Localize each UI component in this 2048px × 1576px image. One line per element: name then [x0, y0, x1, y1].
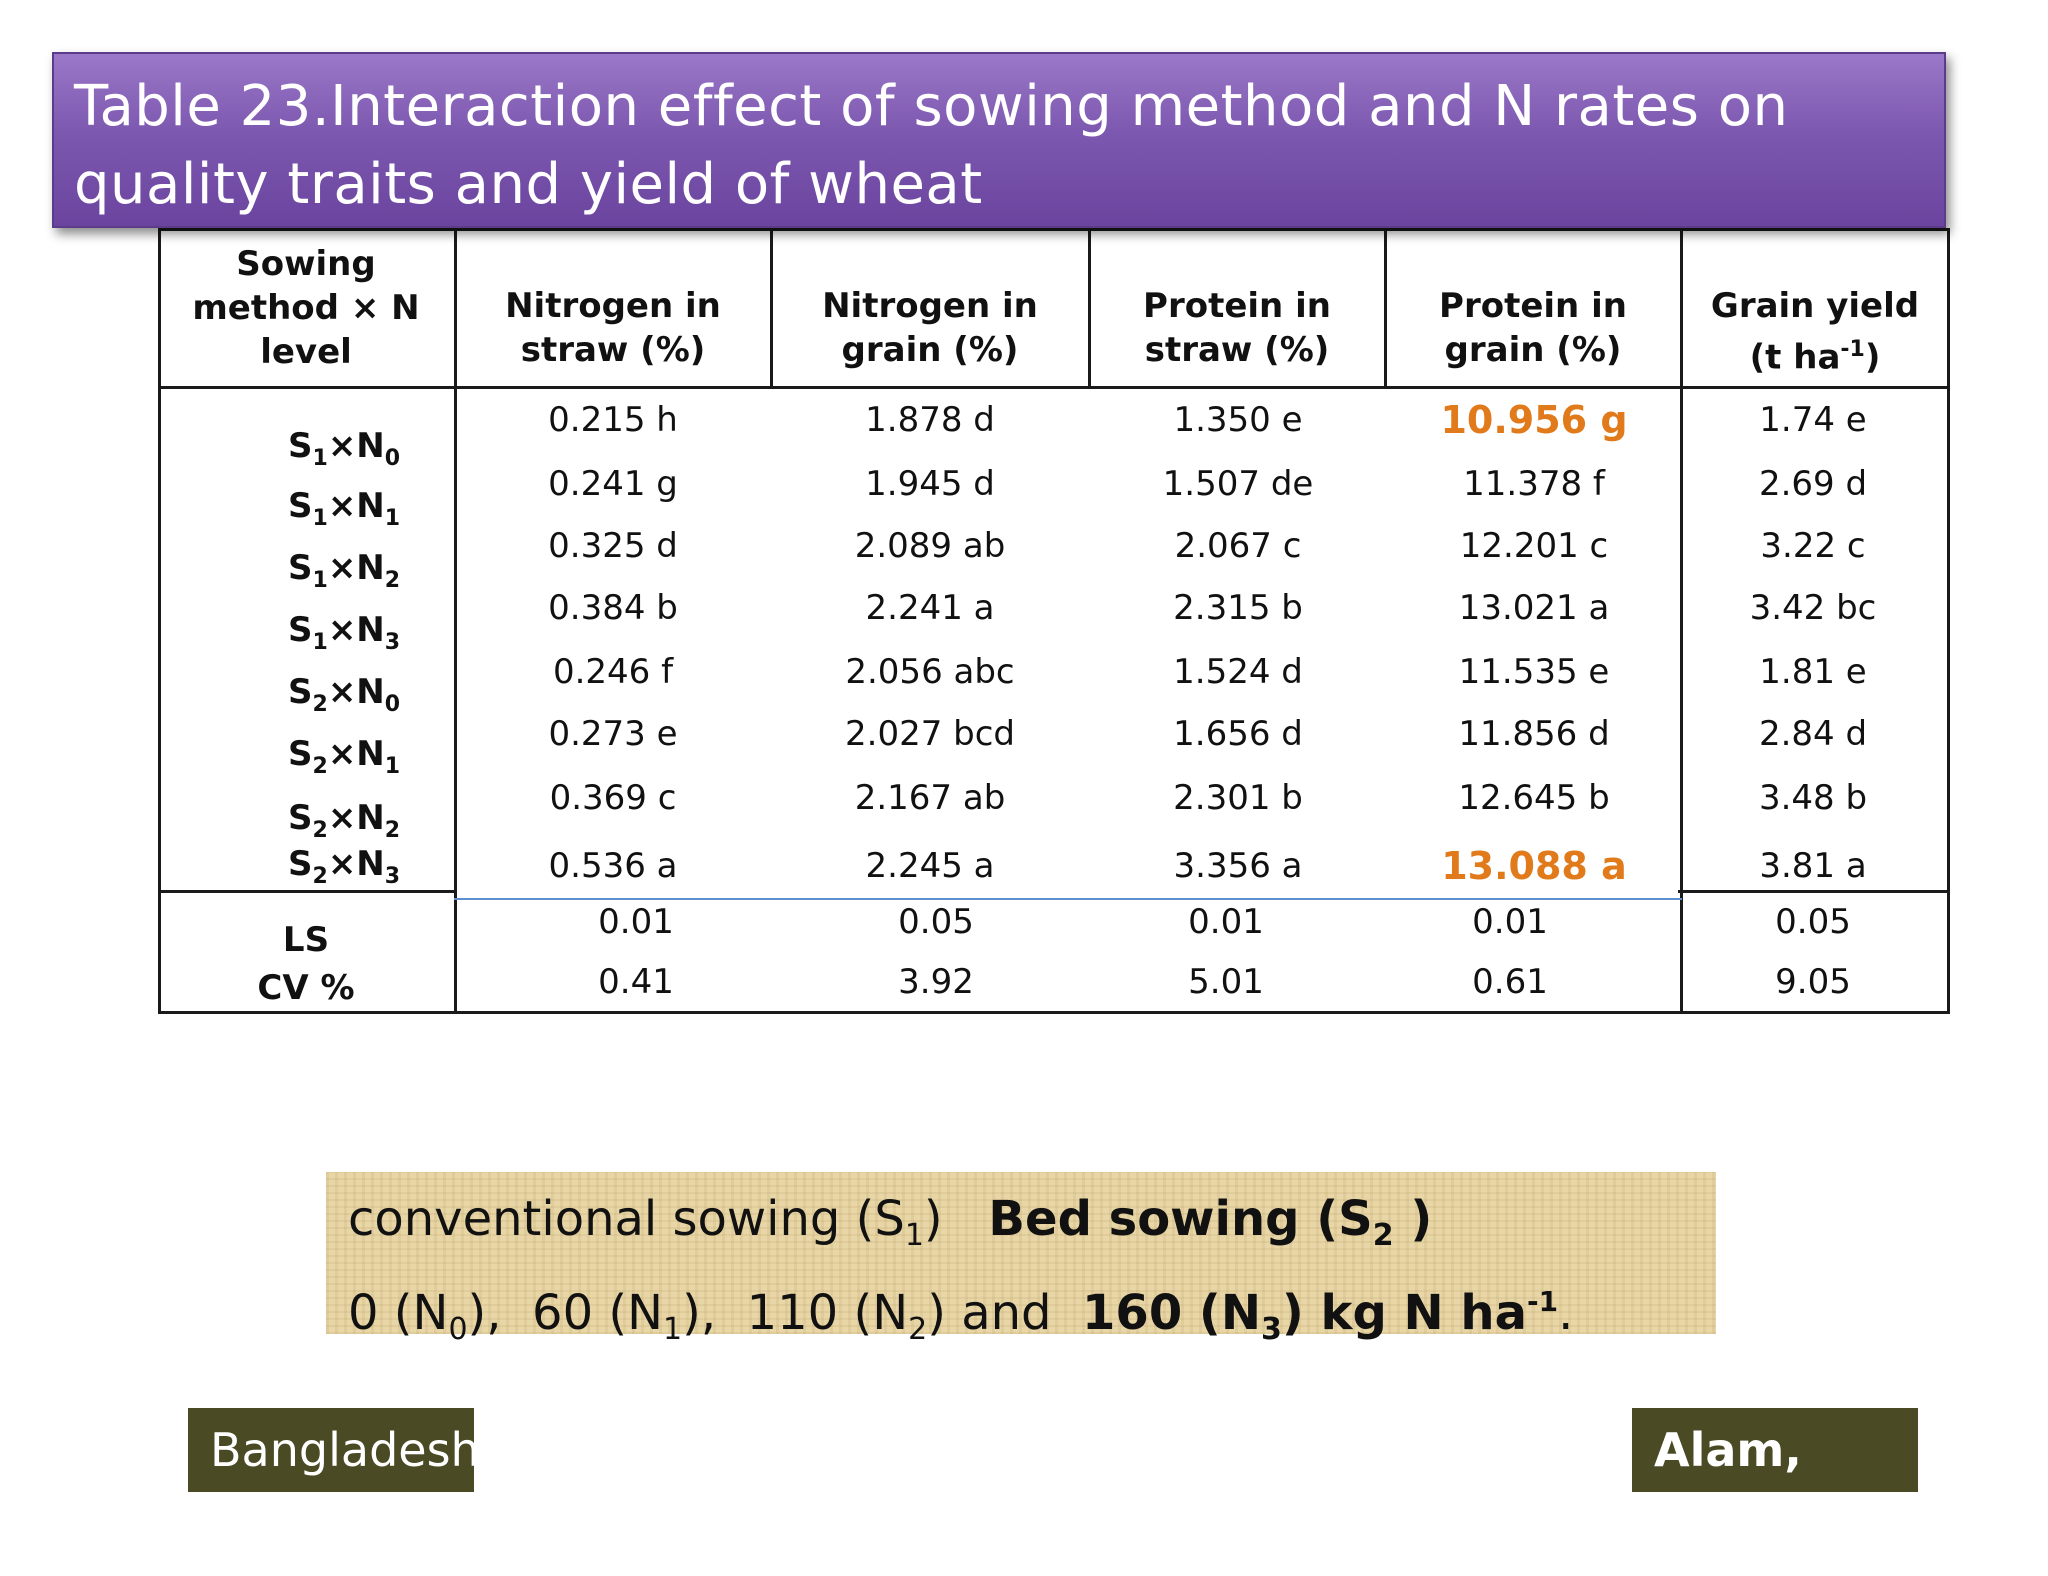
legend-line-2: 0 (N0), 60 (N1), 110 (N2) and 160 (N3) k… [348, 1285, 1574, 1347]
ls-value: 0.05 [1775, 902, 1851, 942]
table-cell: 2.84 d [1758, 714, 1868, 754]
table-cell: 1.507 de [1162, 464, 1314, 504]
table-cell: 3.42 bc [1749, 588, 1877, 628]
table-cell: 0.369 c [549, 778, 677, 818]
table-cell: 13.021 a [1458, 588, 1610, 628]
col-divider-4 [1384, 228, 1387, 388]
header-protein-straw: Protein in straw (%) [1143, 286, 1331, 370]
table-cell: 3.81 a [1759, 846, 1867, 886]
table-top-border [158, 228, 1950, 231]
table-cell: 2.245 a [865, 846, 995, 886]
table-cell: 3.22 c [1760, 526, 1866, 566]
table-cell: 2.067 c [1174, 526, 1302, 566]
table-cell: 10.956 g [1440, 398, 1628, 442]
table-cell: 2.056 abc [845, 652, 1015, 692]
col-divider-1 [454, 228, 457, 1014]
row-label: S1×N2 [288, 548, 401, 593]
row-label: S1×N3 [288, 610, 401, 655]
row-label: S2×N1 [288, 734, 401, 779]
col-divider-5 [1680, 228, 1683, 1014]
cv-value: 9.05 [1775, 962, 1851, 1002]
country-tag: Bangladesh [188, 1408, 480, 1492]
table-cell: 2.241 a [865, 588, 995, 628]
table-cell: 13.088 a [1441, 844, 1627, 888]
table-cell: 0.241 g [548, 464, 678, 504]
header-nitrogen-grain: Nitrogen in grain (%) [822, 286, 1038, 370]
ls-value: 0.01 [1472, 902, 1548, 942]
table-cell: 11.378 f [1463, 464, 1605, 504]
row-label: S1×N1 [288, 486, 401, 531]
table-right-border [1947, 228, 1950, 1014]
table-cell: 0.273 e [548, 714, 678, 754]
table-cell: 1.656 d [1173, 714, 1303, 754]
cv-label: CV % [257, 968, 355, 1008]
ls-value: 0.01 [1188, 902, 1264, 942]
citation-tag: Alam, 2012 [1632, 1408, 1918, 1561]
cv-value: 0.61 [1472, 962, 1548, 1002]
header-grain-yield: Grain yield (t ha-1) [1682, 284, 1948, 379]
table-cell: 1.81 e [1759, 652, 1867, 692]
table-cell: 2.315 b [1173, 588, 1303, 628]
table-bottom-border [158, 1011, 1950, 1014]
table-cell: 0.215 h [548, 400, 678, 440]
table-cell: 0.536 a [548, 846, 678, 886]
table-cell: 12.645 b [1458, 778, 1610, 818]
cv-value: 3.92 [898, 962, 974, 1002]
row-label: S2×N0 [288, 672, 401, 717]
table-cell: 2.301 b [1173, 778, 1303, 818]
table-cell: 2.027 bcd [845, 714, 1015, 754]
col-divider-3 [1088, 228, 1091, 388]
legend-line-1: conventional sowing (S1) Bed sowing (S2 … [348, 1191, 1433, 1253]
ls-value: 0.01 [598, 902, 674, 942]
row-label: S2×N2 [288, 798, 401, 843]
table-cell: 1.878 d [865, 400, 995, 440]
table-cell: 11.856 d [1458, 714, 1610, 754]
table-cell: 0.384 b [548, 588, 678, 628]
table-cell: 3.356 a [1173, 846, 1303, 886]
cv-value: 5.01 [1188, 962, 1264, 1002]
row-label: S2×N3 [288, 844, 401, 889]
slide-title: Table 23.Interaction effect of sowing me… [52, 52, 1946, 228]
header-sowing-method: Sowing method × N level [192, 244, 420, 372]
table-cell: 2.69 d [1758, 464, 1868, 504]
table-cell: 1.945 d [865, 464, 995, 504]
cv-value: 0.41 [598, 962, 674, 1002]
table-cell: 3.48 b [1758, 778, 1868, 818]
legend-box: conventional sowing (S1) Bed sowing (S2 … [326, 1172, 1716, 1347]
header-grain-yield-unit: (t ha-1) [1749, 337, 1881, 378]
body-separator-line [454, 898, 1682, 900]
table-cell: 0.246 f [552, 652, 674, 692]
header-bottom-border [158, 386, 1950, 389]
table-cell: 0.325 d [548, 526, 678, 566]
table-cell: 12.201 c [1459, 526, 1609, 566]
ls-label: LS [282, 920, 330, 960]
table-cell: 1.350 e [1173, 400, 1303, 440]
col-divider-2 [770, 228, 773, 388]
header-protein-grain: Protein in grain (%) [1439, 286, 1627, 370]
body-bottom-border [158, 890, 456, 893]
table-cell: 1.74 e [1759, 400, 1867, 440]
table-cell: 1.524 d [1173, 652, 1303, 692]
table-cell: 11.535 e [1458, 652, 1610, 692]
ls-value: 0.05 [898, 902, 974, 942]
table-left-border [158, 228, 161, 1014]
table-cell: 2.089 ab [854, 526, 1006, 566]
body-bottom-border-right [1678, 890, 1950, 893]
data-table: Sowing method × N level Nitrogen in stra… [158, 228, 1950, 1014]
table-cell: 2.167 ab [854, 778, 1006, 818]
header-nitrogen-straw: Nitrogen in straw (%) [505, 286, 721, 370]
row-label: S1×N0 [288, 426, 401, 471]
